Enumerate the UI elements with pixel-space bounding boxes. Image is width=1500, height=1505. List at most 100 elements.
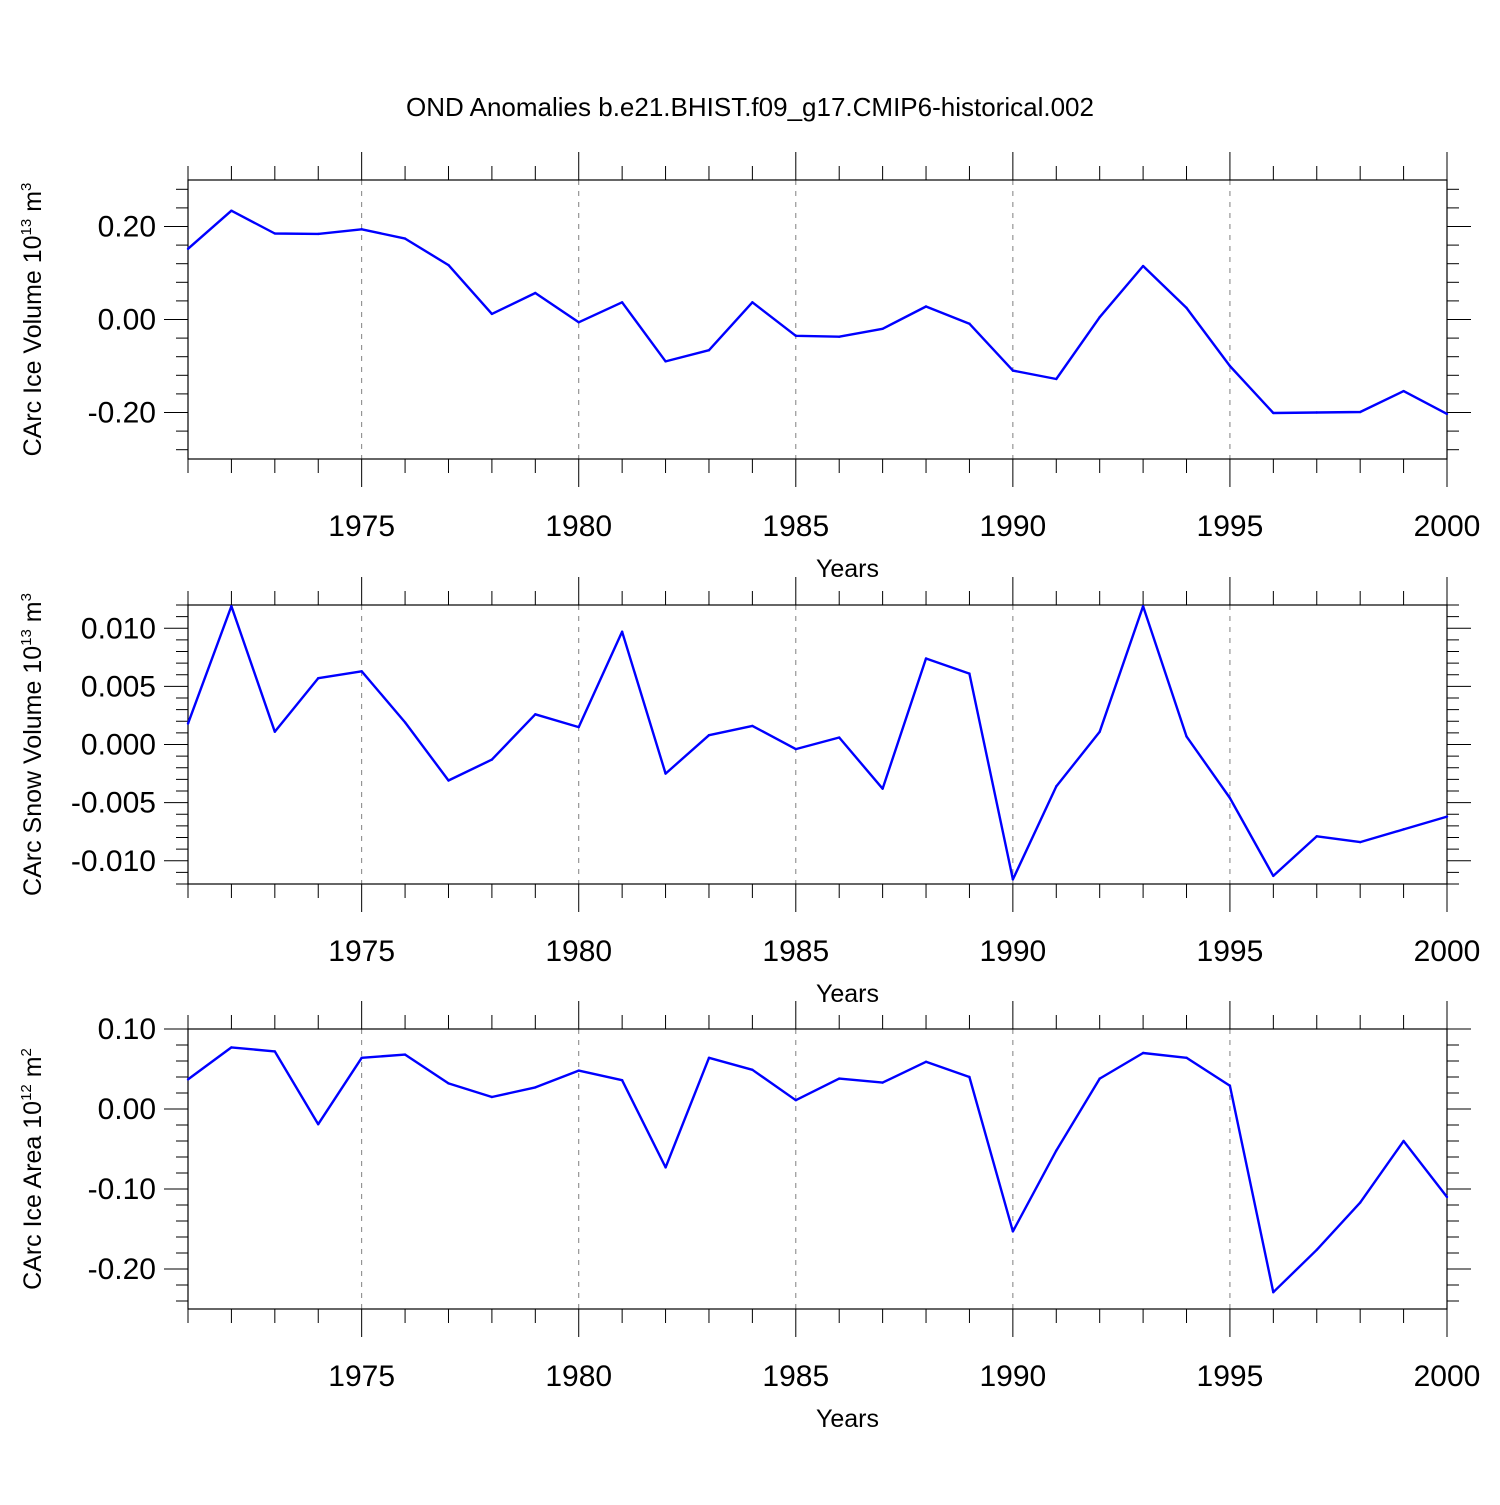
data-point <box>1445 1195 1449 1199</box>
series-line <box>187 1046 1448 1294</box>
data-point <box>664 360 667 363</box>
x-tick-label: 1995 <box>1197 1360 1264 1393</box>
data-point <box>1141 264 1145 268</box>
data-point <box>1272 411 1275 415</box>
data-point <box>664 772 667 775</box>
data-point <box>968 322 971 325</box>
x-axis-title: Years <box>816 1405 879 1433</box>
data-point <box>1185 735 1188 738</box>
data-point <box>230 1046 233 1049</box>
data-point <box>1185 1056 1188 1060</box>
x-tick-label: 1980 <box>545 1360 612 1393</box>
data-point <box>1358 410 1362 414</box>
data-point <box>838 1077 841 1080</box>
y-tick-label: 0.005 <box>81 670 156 703</box>
data-point <box>273 1050 277 1053</box>
data-point <box>317 677 320 680</box>
y-tick-label: 0.00 <box>98 304 156 337</box>
data-point <box>620 1079 624 1082</box>
data-point <box>1098 1077 1101 1080</box>
data-point <box>794 747 797 751</box>
x-tick-label: 1980 <box>545 510 612 543</box>
x-tick-label: 1990 <box>979 935 1046 968</box>
y-tick-label: -0.10 <box>88 1173 156 1206</box>
data-point <box>1315 835 1318 838</box>
data-point <box>360 228 363 231</box>
data-point <box>1315 1248 1318 1252</box>
data-point <box>1402 828 1405 831</box>
data-point <box>1402 389 1405 393</box>
data-point <box>1011 1230 1015 1233</box>
data-point <box>664 1166 667 1169</box>
data-point <box>1055 785 1058 788</box>
data-point <box>403 721 407 724</box>
data-point <box>1272 1291 1275 1294</box>
data-point <box>447 779 450 782</box>
data-point <box>1358 1201 1362 1204</box>
data-point <box>794 1099 797 1102</box>
data-point <box>881 1081 884 1084</box>
panel-2: 0.010 0.005 0.000 -0.005 -0.010 1975 1980 1985 1… <box>18 577 1480 1008</box>
y-tick-label: -0.20 <box>88 1253 156 1286</box>
data-point <box>360 1056 363 1060</box>
x-tick-label: 1975 <box>328 510 395 543</box>
data-point <box>1402 1139 1405 1143</box>
x-tick-label: 1980 <box>545 935 612 968</box>
data-point <box>1228 364 1232 368</box>
data-point <box>317 232 320 236</box>
data-point <box>968 672 971 675</box>
data-point <box>1011 369 1015 372</box>
data-point <box>230 604 233 608</box>
data-point <box>620 630 624 633</box>
y-tick-label: 0.10 <box>98 1013 156 1046</box>
x-tick-label: 1975 <box>328 935 395 968</box>
x-tick-label: 1990 <box>979 1360 1046 1393</box>
data-point <box>577 1069 580 1072</box>
x-tick-label: 1985 <box>762 1360 829 1393</box>
x-tick-label: 2000 <box>1414 935 1481 968</box>
data-point <box>924 657 928 660</box>
y-tick-label: 0.010 <box>81 612 156 645</box>
data-point <box>317 1123 320 1126</box>
data-point <box>534 291 537 295</box>
data-point <box>1098 730 1101 733</box>
data-point <box>707 348 711 352</box>
data-point <box>1055 377 1058 381</box>
data-point <box>186 1078 190 1081</box>
data-point <box>924 305 928 308</box>
series-line <box>186 605 1448 881</box>
y-tick-label: -0.20 <box>88 397 156 430</box>
x-tick-label: 2000 <box>1414 510 1481 543</box>
y-axis-title: CArc Ice Area 1012 m2 <box>18 1048 47 1290</box>
data-point <box>1055 1149 1058 1152</box>
data-point <box>751 301 754 304</box>
data-point <box>403 1053 407 1056</box>
panel-1: 0.20 0.00 -0.20 1975 1980 1985 1990 1995 2000 Yea… <box>18 152 1480 583</box>
x-tick-label: 2000 <box>1414 1360 1481 1393</box>
data-point <box>490 312 494 316</box>
data-point <box>447 263 450 267</box>
data-point <box>881 787 884 790</box>
data-point <box>403 237 407 240</box>
data-point <box>1141 604 1145 608</box>
data-point <box>1098 315 1101 319</box>
data-point <box>577 725 580 729</box>
data-point <box>707 1056 711 1060</box>
x-tick-label: 1975 <box>328 1360 395 1393</box>
data-point <box>186 722 190 725</box>
data-point <box>577 321 580 324</box>
x-tick-label: 1995 <box>1197 935 1264 968</box>
data-point <box>751 1068 754 1072</box>
data-point <box>490 1095 494 1099</box>
y-tick-label: -0.005 <box>71 787 156 820</box>
data-point <box>1445 815 1449 818</box>
x-tick-label: 1985 <box>762 510 829 543</box>
plot-frame <box>187 1028 1448 1310</box>
data-point <box>273 730 277 733</box>
plot-frame <box>187 179 1448 460</box>
x-axis-title: Years <box>816 555 879 583</box>
data-point <box>273 232 277 235</box>
x-tick-label: 1995 <box>1197 510 1264 543</box>
